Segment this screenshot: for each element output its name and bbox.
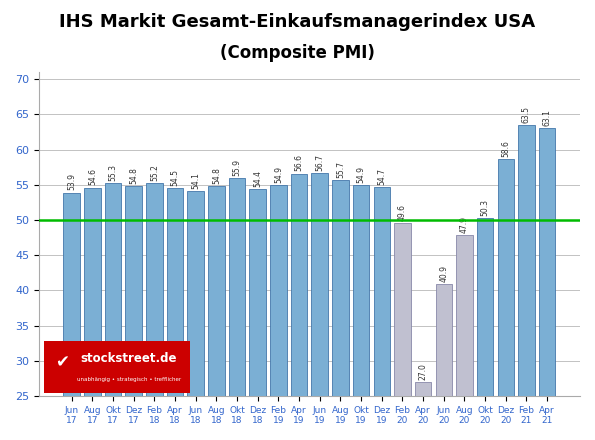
Text: 40.9: 40.9 xyxy=(439,265,448,282)
Text: 54.9: 54.9 xyxy=(274,166,283,183)
Bar xyxy=(436,284,452,440)
Text: 54.7: 54.7 xyxy=(377,168,386,185)
Text: 54.8: 54.8 xyxy=(212,167,221,184)
Text: 63.1: 63.1 xyxy=(543,109,552,126)
Text: 47.9: 47.9 xyxy=(460,216,469,233)
Bar xyxy=(394,223,411,440)
Bar xyxy=(187,191,204,440)
Bar xyxy=(84,187,101,440)
Text: 58.6: 58.6 xyxy=(502,140,511,158)
Text: 53.9: 53.9 xyxy=(67,173,76,191)
Text: 55.2: 55.2 xyxy=(150,165,159,181)
Text: (Composite PMI): (Composite PMI) xyxy=(220,44,375,62)
Bar xyxy=(539,128,555,440)
Text: 55.9: 55.9 xyxy=(233,159,242,176)
Bar xyxy=(249,189,266,440)
Text: 54.9: 54.9 xyxy=(356,166,365,183)
Text: 63.5: 63.5 xyxy=(522,106,531,123)
Bar xyxy=(167,188,183,440)
Text: 50.3: 50.3 xyxy=(481,199,490,216)
Text: 56.6: 56.6 xyxy=(295,154,303,172)
Bar xyxy=(477,218,493,440)
Bar xyxy=(208,186,225,440)
Text: 55.3: 55.3 xyxy=(108,164,118,180)
Text: 54.4: 54.4 xyxy=(253,170,262,187)
Text: 56.7: 56.7 xyxy=(315,154,324,171)
Text: 54.1: 54.1 xyxy=(191,172,201,189)
Bar xyxy=(456,235,472,440)
Bar xyxy=(497,159,514,440)
Bar xyxy=(146,183,162,440)
Bar xyxy=(415,382,431,440)
Bar xyxy=(332,180,349,440)
Text: IHS Markit Gesamt-Einkaufsmanagerindex USA: IHS Markit Gesamt-Einkaufsmanagerindex U… xyxy=(60,13,536,31)
Bar xyxy=(126,186,142,440)
Text: 27.0: 27.0 xyxy=(419,363,428,380)
Text: 49.6: 49.6 xyxy=(398,204,407,221)
Bar xyxy=(229,179,245,440)
Bar xyxy=(312,173,328,440)
Text: 54.6: 54.6 xyxy=(88,169,97,186)
Bar xyxy=(105,183,121,440)
Bar xyxy=(374,187,390,440)
Bar xyxy=(353,186,369,440)
Bar xyxy=(518,125,535,440)
Text: 54.8: 54.8 xyxy=(129,167,138,184)
Text: 55.7: 55.7 xyxy=(336,161,345,178)
Bar xyxy=(270,186,287,440)
Bar xyxy=(291,173,308,440)
Bar xyxy=(64,193,80,440)
Text: 54.5: 54.5 xyxy=(171,169,180,186)
